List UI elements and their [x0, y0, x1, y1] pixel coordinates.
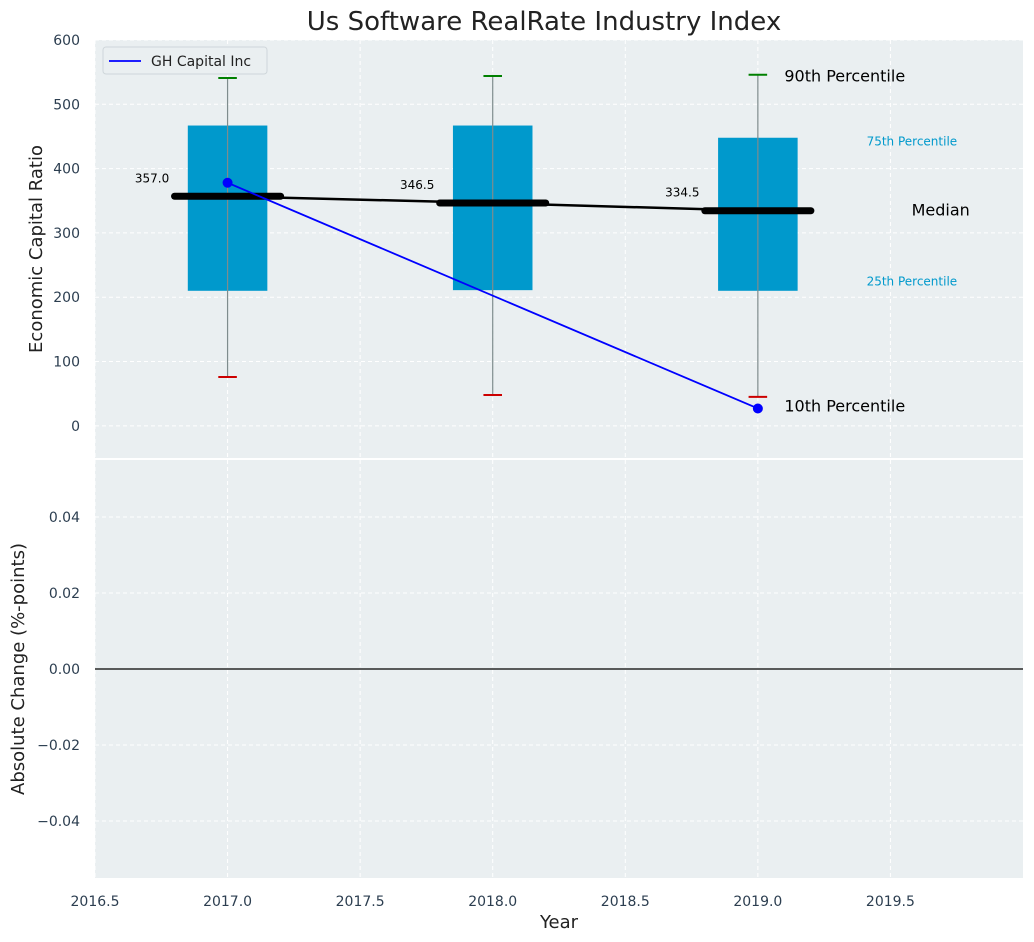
legend-box	[102, 46, 268, 75]
bottom-y-tick-label: −0.02	[37, 738, 80, 754]
bottom-y-tick-label: 0.04	[49, 510, 80, 526]
company-series-line	[227, 181, 759, 410]
bottom-y-tick-label: −0.04	[37, 814, 80, 830]
bottom-y-tick-label: 0.02	[49, 586, 80, 602]
median-value-label: 357.0	[135, 171, 169, 185]
top-y-tick-label: 300	[53, 226, 80, 242]
bottom-y-ticks: −0.04 −0.02 0.00 0.02 0.04	[37, 510, 80, 830]
top-y-tick-label: 100	[53, 355, 80, 371]
median-value-label: 346.5	[400, 178, 434, 192]
x-tick-label: 2018.5	[601, 894, 650, 910]
bottom-panel: −0.04 −0.02 0.00 0.02 0.04 2016.5 2017.0 2017.…	[8, 460, 1023, 933]
median-annotation: Median	[912, 201, 970, 220]
p75-annotation: 75th Percentile	[867, 134, 958, 148]
x-ticks: 2016.5 2017.0 2017.5 2018.0 2018.5 2019.0 2019…	[71, 894, 915, 910]
top-y-axis-label: Economic Capital Ratio	[26, 145, 47, 353]
chart-title: Us Software RealRate Industry Index	[307, 7, 781, 37]
p25-annotation: 25th Percentile	[867, 275, 958, 289]
legend: GH Capital Inc	[102, 46, 268, 75]
bottom-y-tick-label: 0.00	[49, 662, 80, 678]
top-y-ticks: 0 100 200 300 400 500 600	[53, 33, 80, 435]
legend-entry: GH Capital Inc	[151, 54, 251, 70]
company-series-point	[222, 177, 233, 188]
company-series-point	[752, 403, 763, 414]
median-value-label: 334.5	[665, 186, 699, 200]
x-tick-label: 2017.0	[203, 894, 252, 910]
top-chart-marks: 357.0 346.5 334.5 90th Percentile 10th Perce…	[135, 67, 970, 416]
x-tick-label: 2017.5	[336, 894, 385, 910]
x-tick-label: 2018.0	[468, 894, 517, 910]
top-y-tick-label: 0	[71, 419, 80, 435]
bottom-y-axis-label: Absolute Change (%-points)	[8, 543, 29, 795]
top-y-tick-label: 400	[53, 162, 80, 178]
top-y-tick-label: 500	[53, 97, 80, 113]
p10-annotation: 10th Percentile	[784, 396, 905, 415]
p90-annotation: 90th Percentile	[784, 67, 905, 86]
top-y-tick-label: 200	[53, 290, 80, 306]
x-axis-label: Year	[539, 912, 579, 933]
x-tick-label: 2019.5	[866, 894, 915, 910]
x-tick-label: 2016.5	[71, 894, 120, 910]
top-y-tick-label: 600	[53, 33, 80, 49]
x-tick-label: 2019.0	[733, 894, 782, 910]
top-panel: 0 100 200 300 400 500 600 357.0 346.5 334.5 90th …	[26, 7, 1023, 458]
